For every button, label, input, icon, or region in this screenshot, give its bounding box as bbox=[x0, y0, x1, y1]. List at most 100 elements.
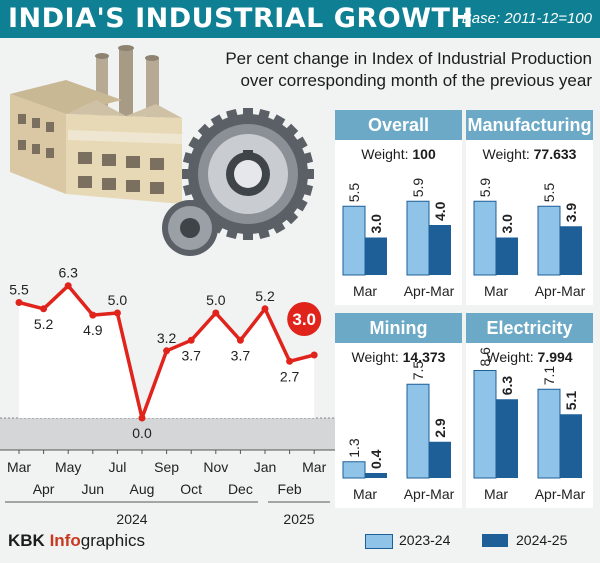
data-point bbox=[15, 299, 23, 306]
subtitle-line-1: Per cent change in Index of Industrial P… bbox=[225, 49, 592, 68]
x-tick-label: Oct bbox=[180, 481, 202, 497]
x-tick-label: Dec bbox=[228, 481, 253, 497]
subtitle-line-2: over corresponding month of the previous… bbox=[240, 71, 592, 90]
data-label: 3.2 bbox=[157, 330, 177, 346]
category-label: Apr-Mar bbox=[535, 283, 586, 299]
data-point bbox=[163, 347, 171, 355]
bar bbox=[365, 473, 387, 478]
header-bar: INDIA'S INDUSTRIAL GROWTH Base: 2011-12=… bbox=[0, 0, 600, 38]
data-point bbox=[138, 414, 146, 422]
data-label: 5.5 bbox=[9, 282, 29, 298]
data-label: 2.7 bbox=[280, 368, 300, 384]
x-tick-label: Jun bbox=[82, 481, 105, 497]
x-tick-label: Jul bbox=[108, 459, 126, 475]
bar bbox=[342, 205, 366, 276]
zero-band bbox=[0, 418, 335, 450]
data-label: 4.9 bbox=[83, 322, 103, 338]
bar-value-label: 2.9 bbox=[432, 418, 448, 438]
panel-weight: Weight: 7.994 bbox=[486, 349, 573, 365]
bar bbox=[406, 383, 430, 479]
data-label: 3.7 bbox=[231, 347, 251, 363]
bar-value-label: 5.9 bbox=[410, 178, 426, 198]
bar-value-label: 8.6 bbox=[477, 347, 493, 367]
data-label: 5.2 bbox=[34, 316, 54, 332]
bar bbox=[537, 205, 561, 276]
data-label: 6.3 bbox=[58, 265, 78, 281]
bar-value-label: 3.0 bbox=[368, 214, 384, 234]
x-tick-label: May bbox=[55, 459, 81, 475]
bar-value-label: 0.4 bbox=[368, 449, 384, 469]
bar-value-label: 1.3 bbox=[346, 438, 362, 458]
panel-title: Overall bbox=[335, 110, 462, 140]
bar bbox=[406, 200, 430, 276]
manufacturing-bar-chart: 5.9 3.0 Mar 5.5 3.9 Apr-Mar bbox=[473, 178, 586, 299]
bar-value-label: 5.1 bbox=[563, 391, 579, 411]
bar-value-label: 3.0 bbox=[499, 214, 515, 234]
overall-panel: Overall Weight: 100 5.5 3.0 Mar 5.9 4.0 Apr-M… bbox=[335, 110, 462, 305]
data-point bbox=[261, 305, 269, 313]
highlight-badge bbox=[287, 302, 322, 336]
x-tick-label: Aug bbox=[130, 481, 155, 497]
base-year-note: Base: 2011-12=100 bbox=[461, 10, 592, 27]
data-point bbox=[113, 309, 121, 317]
bar-value-label: 3.9 bbox=[563, 203, 579, 223]
x-tick-label: Mar bbox=[302, 459, 326, 475]
gear-icon bbox=[162, 108, 314, 256]
bar-value-label: 7.5 bbox=[410, 361, 426, 381]
x-tick-label: Apr bbox=[33, 481, 55, 497]
page-title: INDIA'S INDUSTRIAL GROWTH bbox=[8, 3, 474, 34]
category-label: Apr-Mar bbox=[404, 486, 455, 502]
x-tick-label: Nov bbox=[203, 459, 228, 475]
legend-swatch bbox=[365, 534, 393, 549]
legend-item-2023-24: 2023-24 bbox=[365, 532, 475, 552]
panel-weight: Weight: 100 bbox=[361, 146, 436, 162]
bar bbox=[496, 399, 518, 478]
bar bbox=[365, 237, 387, 275]
brand-logo: KBK Infographics bbox=[8, 531, 145, 550]
category-label: Mar bbox=[353, 283, 377, 299]
bar bbox=[537, 388, 561, 479]
x-tick-label: Jan bbox=[254, 459, 277, 475]
bar bbox=[560, 226, 582, 275]
mining-panel: Mining Weight: 14.373 1.3 0.4 Mar 7.5 2.9 Apr… bbox=[335, 313, 462, 508]
category-label: Mar bbox=[353, 486, 377, 502]
x-tick-label: Mar bbox=[7, 459, 31, 475]
data-label: 5.0 bbox=[108, 292, 128, 308]
bar bbox=[496, 237, 518, 275]
bar-value-label: 4.0 bbox=[432, 201, 448, 221]
panel-weight: Weight: 77.633 bbox=[482, 146, 577, 162]
data-point bbox=[286, 357, 294, 365]
legend-label: 2023-24 bbox=[399, 532, 451, 548]
bar-value-label: 5.5 bbox=[346, 183, 362, 203]
data-point bbox=[64, 282, 72, 290]
data-point bbox=[187, 336, 195, 344]
manufacturing-panel: Manufacturing Weight: 77.633 5.9 3.0 Mar 5.… bbox=[466, 110, 593, 305]
year-label: 2024 bbox=[116, 511, 147, 527]
data-point bbox=[236, 336, 244, 344]
bar-value-label: 5.9 bbox=[477, 178, 493, 198]
category-label: Apr-Mar bbox=[404, 283, 455, 299]
bar bbox=[342, 461, 366, 479]
category-label: Mar bbox=[484, 486, 508, 502]
category-label: Mar bbox=[484, 283, 508, 299]
x-tick-label: Feb bbox=[278, 481, 302, 497]
legend-item-2024-25: 2024-25 bbox=[482, 532, 592, 552]
category-label: Apr-Mar bbox=[535, 486, 586, 502]
bar bbox=[560, 414, 582, 478]
electricity-panel: Electricity Weight: 7.994 8.6 6.3 Mar 7.1 5.… bbox=[466, 313, 593, 508]
mining-bar-chart: 1.3 0.4 Mar 7.5 2.9 Apr-Mar bbox=[342, 361, 455, 502]
panel-title: Mining bbox=[335, 313, 462, 343]
bar-value-label: 6.3 bbox=[499, 376, 515, 396]
data-point bbox=[212, 309, 220, 317]
year-label: 2025 bbox=[283, 511, 314, 527]
data-label: 5.0 bbox=[206, 292, 226, 308]
overall-bar-chart: 5.5 3.0 Mar 5.9 4.0 Apr-Mar bbox=[342, 178, 455, 299]
legend-label: 2024-25 bbox=[516, 532, 568, 548]
subtitle: Per cent change in Index of Industrial P… bbox=[152, 48, 592, 92]
panel-weight: Weight: 14.373 bbox=[351, 349, 446, 365]
factory-icon bbox=[10, 45, 182, 204]
bar bbox=[473, 200, 497, 276]
bar-value-label: 5.5 bbox=[541, 183, 557, 203]
data-label: 0.0 bbox=[132, 425, 152, 441]
